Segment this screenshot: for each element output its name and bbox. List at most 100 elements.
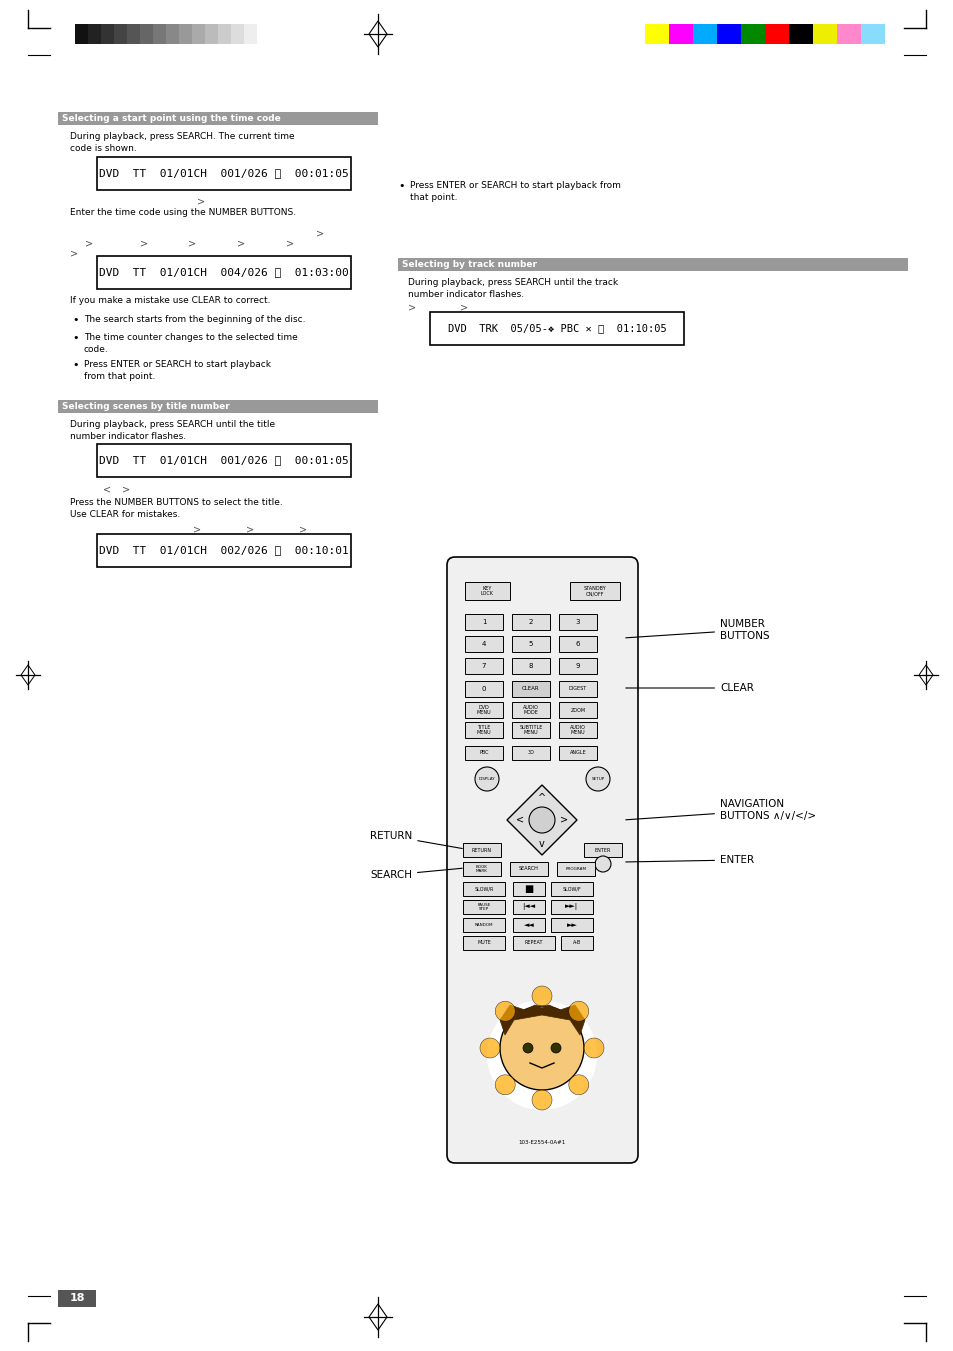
Text: code is shown.: code is shown. — [70, 145, 136, 153]
Text: ◄◄: ◄◄ — [523, 921, 534, 928]
Text: DVD  TT  01/01CH  001/026 ⌛  00:01:05: DVD TT 01/01CH 001/026 ⌛ 00:01:05 — [99, 169, 349, 178]
Circle shape — [479, 1038, 499, 1058]
Text: TITLE
MENU: TITLE MENU — [476, 724, 491, 735]
Text: ^: ^ — [537, 793, 545, 802]
Text: number indicator flashes.: number indicator flashes. — [70, 432, 186, 440]
Text: 0: 0 — [481, 686, 486, 692]
Bar — [644, 24, 668, 45]
Text: DVD
MENU: DVD MENU — [476, 705, 491, 716]
Text: Enter the time code using the NUMBER BUTTONS.: Enter the time code using the NUMBER BUT… — [70, 208, 295, 218]
Text: 18: 18 — [70, 1293, 85, 1302]
Text: 3D: 3D — [527, 751, 534, 755]
Text: NAVIGATION
BUTTONS ∧/∨/</>: NAVIGATION BUTTONS ∧/∨/</> — [625, 800, 815, 821]
Bar — [464, 613, 502, 630]
Circle shape — [585, 767, 609, 790]
Bar — [166, 24, 179, 45]
Bar — [462, 917, 504, 932]
Bar — [464, 636, 502, 653]
Bar — [464, 681, 502, 697]
Text: During playback, press SEARCH until the title: During playback, press SEARCH until the … — [70, 420, 274, 430]
Text: The search starts from the beginning of the disc.: The search starts from the beginning of … — [84, 315, 305, 324]
Circle shape — [551, 1043, 560, 1052]
Bar — [512, 658, 550, 674]
Text: Selecting scenes by title number: Selecting scenes by title number — [62, 403, 230, 411]
Text: CLEAR: CLEAR — [521, 686, 539, 692]
Text: AUDIO
MENU: AUDIO MENU — [570, 724, 585, 735]
Text: DIGEST: DIGEST — [568, 686, 586, 692]
Text: ANGLE: ANGLE — [569, 751, 586, 755]
Bar — [551, 882, 593, 896]
Bar — [97, 255, 351, 289]
Bar — [462, 936, 504, 950]
Text: During playback, press SEARCH. The current time: During playback, press SEARCH. The curre… — [70, 132, 294, 141]
Text: ENTER: ENTER — [594, 847, 611, 852]
Circle shape — [532, 1090, 552, 1111]
Text: that point.: that point. — [410, 193, 457, 203]
Circle shape — [568, 1075, 588, 1094]
Bar — [430, 312, 683, 345]
Text: 3: 3 — [576, 619, 579, 626]
Bar — [717, 24, 740, 45]
Text: SEARCH: SEARCH — [370, 869, 462, 880]
Bar — [558, 703, 597, 717]
Circle shape — [583, 1038, 603, 1058]
Text: STANDBY
ON/OFF: STANDBY ON/OFF — [583, 585, 606, 596]
Text: Press ENTER or SEARCH to start playback: Press ENTER or SEARCH to start playback — [84, 359, 271, 369]
Text: 2: 2 — [528, 619, 533, 626]
Circle shape — [595, 857, 610, 871]
Bar — [557, 862, 595, 875]
Bar — [569, 582, 619, 600]
Bar — [58, 1290, 96, 1306]
Bar — [97, 444, 351, 477]
Text: ZOOM: ZOOM — [570, 708, 585, 712]
Text: >: > — [286, 238, 294, 249]
Bar — [513, 917, 544, 932]
Text: |◄◄: |◄◄ — [522, 904, 535, 911]
Bar — [97, 157, 351, 190]
Circle shape — [495, 1075, 515, 1094]
Text: PAUSE
STEP: PAUSE STEP — [476, 902, 490, 912]
Circle shape — [475, 767, 498, 790]
Bar — [397, 258, 907, 272]
Text: >: > — [459, 303, 468, 312]
Bar — [88, 24, 101, 45]
Bar — [101, 24, 113, 45]
Bar — [231, 24, 244, 45]
Text: >: > — [408, 303, 416, 312]
Text: >: > — [122, 484, 130, 494]
Bar — [464, 703, 502, 717]
Bar — [513, 882, 544, 896]
Text: ►►: ►► — [566, 921, 577, 928]
Bar — [152, 24, 166, 45]
Circle shape — [522, 1043, 533, 1052]
Text: ENTER: ENTER — [625, 855, 753, 865]
Bar — [127, 24, 140, 45]
Text: DVD  TT  01/01CH  004/026 ⌛  01:03:00: DVD TT 01/01CH 004/026 ⌛ 01:03:00 — [99, 267, 349, 277]
Text: RETURN: RETURN — [472, 847, 492, 852]
Text: SUBTITLE
MENU: SUBTITLE MENU — [518, 724, 542, 735]
Text: CLEAR: CLEAR — [625, 684, 753, 693]
Text: >: > — [85, 238, 93, 249]
Bar — [464, 746, 502, 761]
Text: BOOK
MARK: BOOK MARK — [476, 865, 487, 873]
Text: A-B: A-B — [572, 940, 580, 946]
Circle shape — [529, 807, 555, 834]
Text: >: > — [70, 249, 78, 258]
Bar — [512, 703, 550, 717]
Text: >: > — [193, 526, 201, 535]
Bar — [179, 24, 192, 45]
Bar — [140, 24, 152, 45]
Bar — [512, 746, 550, 761]
Text: RETURN: RETURN — [370, 831, 462, 848]
Text: SLOW/R: SLOW/R — [474, 886, 493, 892]
Text: DVD  TT  01/01CH  001/026 ⌛  00:01:05: DVD TT 01/01CH 001/026 ⌛ 00:01:05 — [99, 455, 349, 466]
Bar — [558, 636, 597, 653]
Bar — [512, 681, 550, 697]
Text: •: • — [397, 181, 404, 190]
Bar — [558, 746, 597, 761]
Text: NUMBER
BUTTONS: NUMBER BUTTONS — [625, 619, 769, 640]
Text: SEARCH: SEARCH — [518, 866, 538, 871]
Text: 4: 4 — [481, 640, 486, 647]
Bar — [558, 613, 597, 630]
Text: 103-E2554-0A#1: 103-E2554-0A#1 — [517, 1140, 565, 1146]
